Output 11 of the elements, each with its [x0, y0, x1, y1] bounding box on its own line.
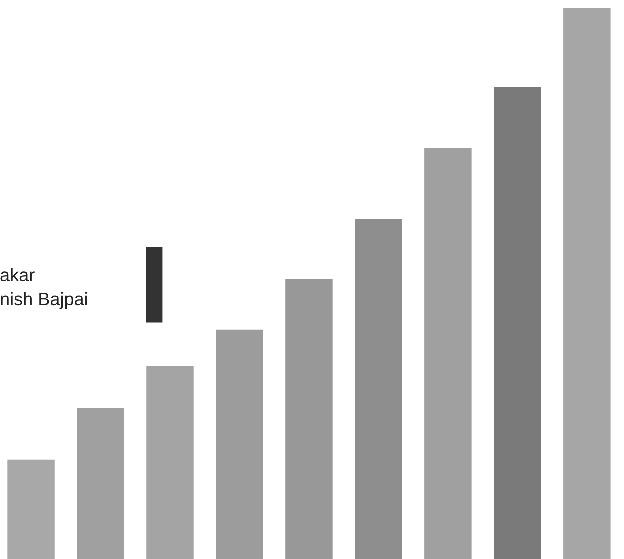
- bar: [424, 148, 472, 559]
- bar: [494, 87, 542, 559]
- bar: [8, 460, 55, 559]
- bar: [146, 366, 194, 559]
- bar: [564, 8, 611, 559]
- annotation: nish Bajpai: [1, 292, 88, 310]
- bar: [216, 330, 264, 559]
- bar: [355, 219, 402, 559]
- annotation: akar: [0, 268, 35, 282]
- bar: [286, 279, 333, 559]
- bar: [77, 408, 124, 559]
